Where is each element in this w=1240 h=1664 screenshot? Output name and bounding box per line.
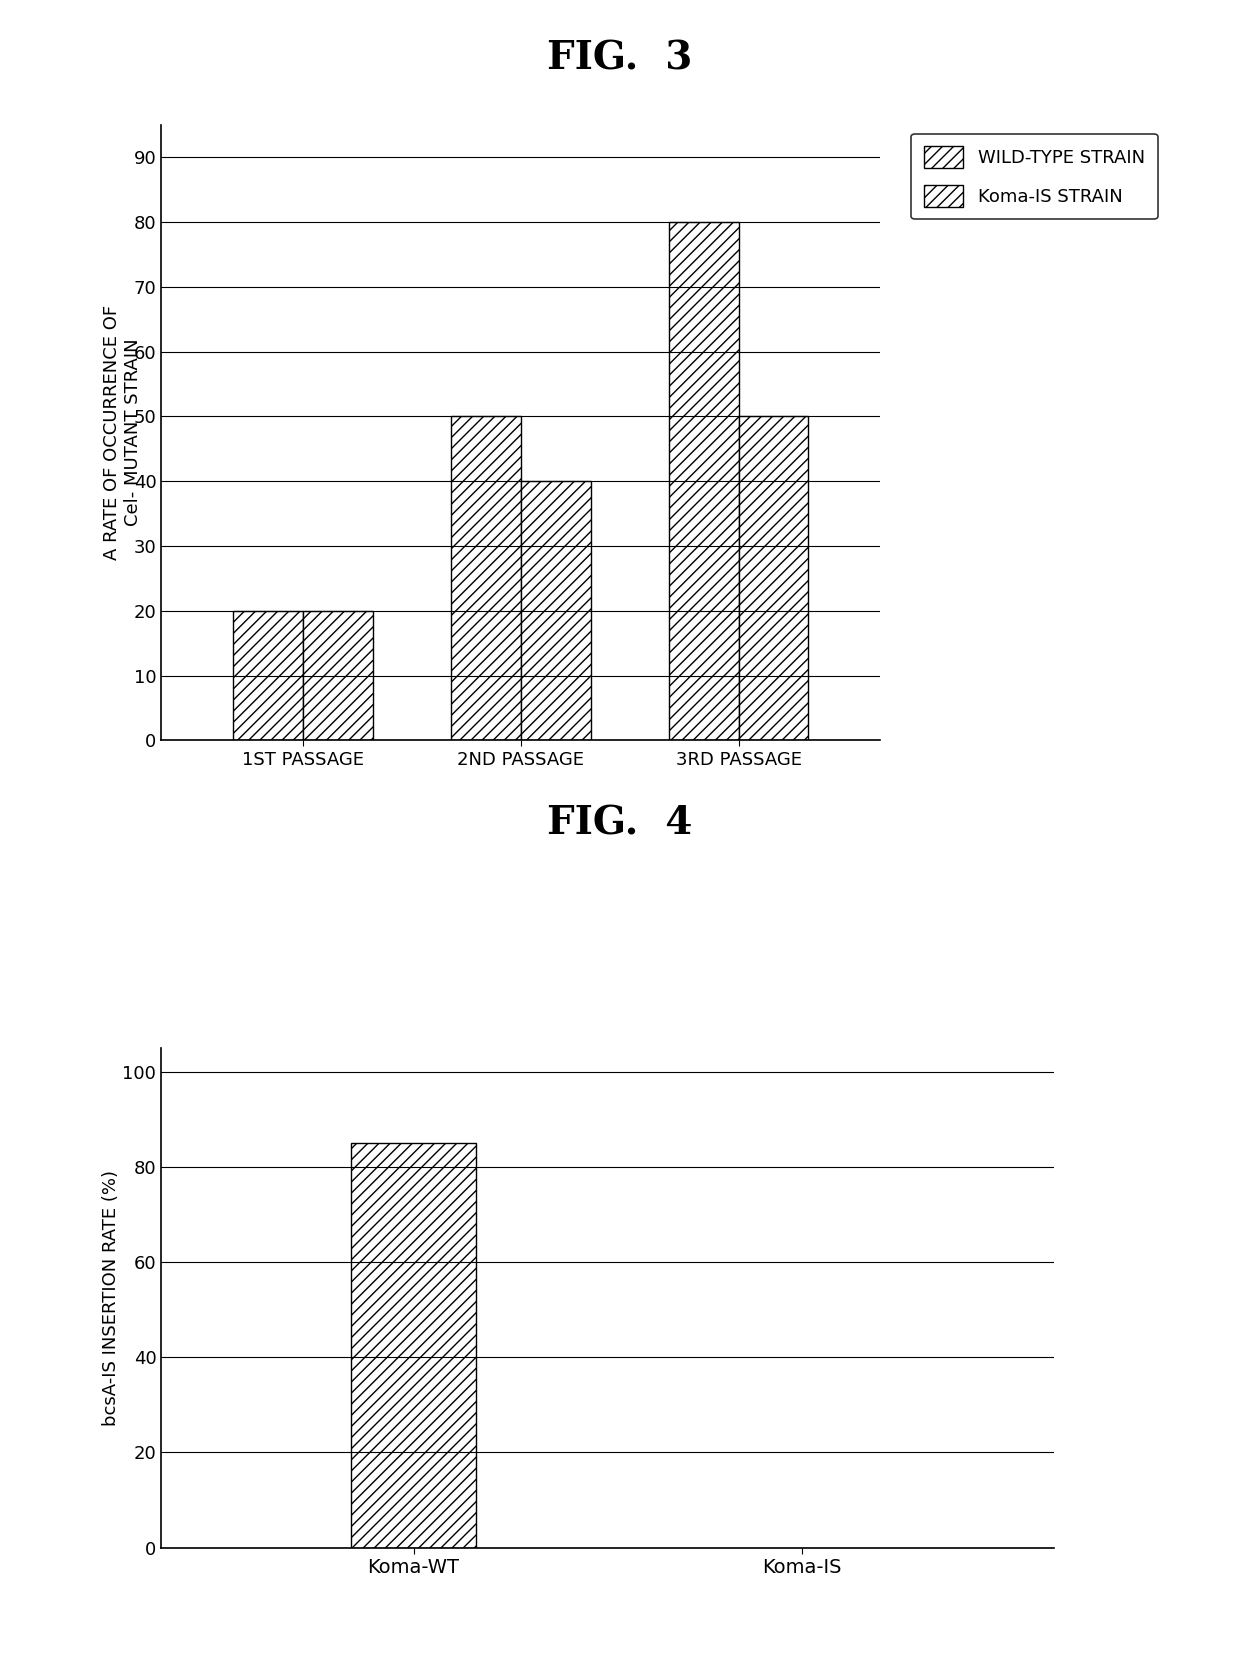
Y-axis label: bcsA-IS INSERTION RATE (%): bcsA-IS INSERTION RATE (%) (103, 1170, 120, 1426)
Bar (351, 1143, 476, 1548)
Bar (739, 416, 808, 740)
Bar (451, 416, 521, 740)
Legend: WILD-TYPE STRAIN, Koma-IS STRAIN: WILD-TYPE STRAIN, Koma-IS STRAIN (911, 133, 1158, 220)
Bar (303, 611, 372, 740)
Y-axis label: A RATE OF OCCURRENCE OF
Cel- MUTANT STRAIN: A RATE OF OCCURRENCE OF Cel- MUTANT STRA… (103, 305, 141, 561)
Bar (521, 481, 590, 740)
Bar (233, 611, 303, 740)
Text: FIG.  4: FIG. 4 (547, 805, 693, 842)
Bar (670, 221, 739, 740)
Text: FIG.  3: FIG. 3 (547, 40, 693, 77)
